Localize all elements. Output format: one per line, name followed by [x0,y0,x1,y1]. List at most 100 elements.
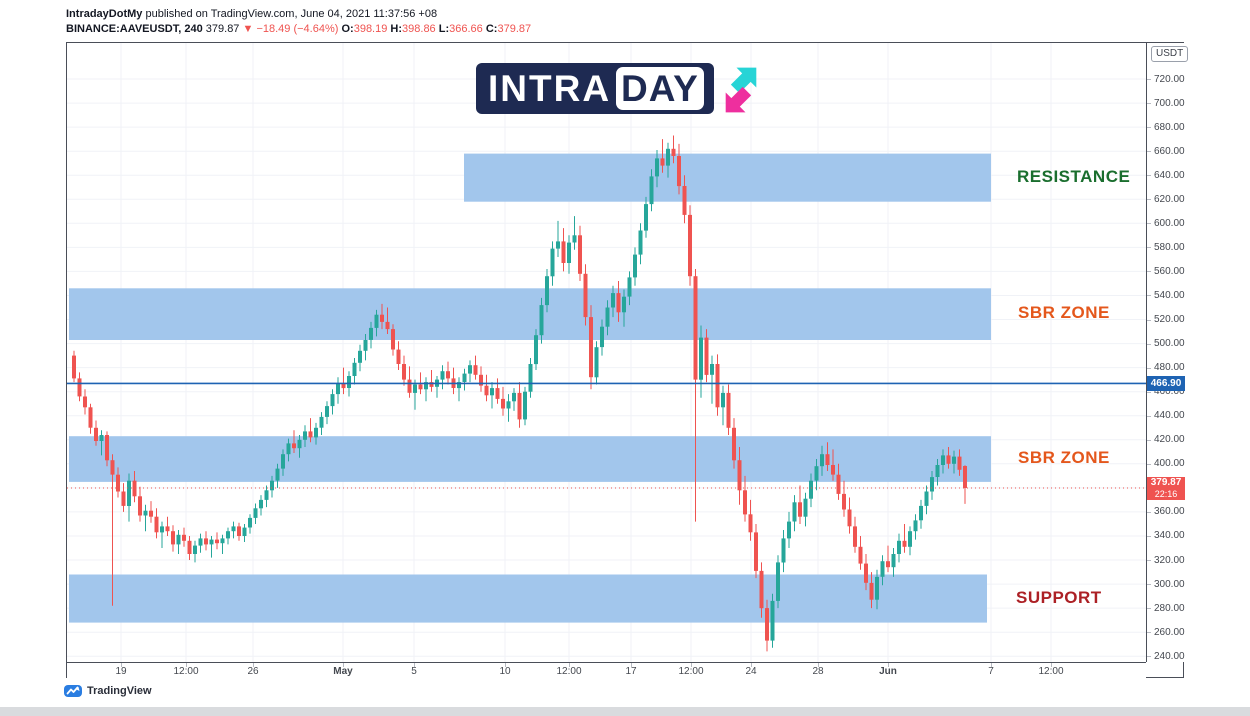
time-tick-mark [569,663,570,667]
candle-body [589,317,593,378]
candle-body [704,337,709,375]
candle-body [429,382,434,387]
price-tick-label: 560.00 [1154,265,1185,277]
price-tick-label: 660.00 [1154,145,1185,157]
price-tick-mark [1147,560,1151,561]
price-tick-mark [1147,584,1151,585]
intraday-logo: INTRA DAY [476,57,767,119]
candle-body [396,349,401,364]
candle-body [341,383,346,389]
current-price-value: 379.87 [1150,477,1182,488]
candle-body [611,293,615,308]
publisher-name: IntradayDotMy [66,8,143,20]
candle-body [776,562,780,601]
candle-body [479,374,483,386]
candle-body [616,293,621,313]
candle-body [391,329,395,350]
candle-body [413,384,417,393]
zone-label-resistance: RESISTANCE [1017,166,1131,186]
candle-body [209,539,214,545]
price-tick-label: 400.00 [1154,458,1185,470]
price-tick-mark [1147,223,1151,224]
candle-body [655,158,659,177]
candle-body [952,456,956,464]
price-tick-mark [1147,464,1151,465]
time-tick-label: 24 [745,666,757,677]
price-tick-mark [1147,175,1151,176]
candle-body [869,582,874,600]
candle-body [710,364,714,375]
candle-body [198,538,203,546]
candle-body [699,337,703,380]
candle-body [594,347,599,378]
time-tick-mark [414,663,415,667]
candle-body [506,401,511,409]
price-tick-label: 280.00 [1154,602,1185,614]
candle-body [259,499,263,509]
time-tick-mark [818,663,819,667]
candle-body [275,468,280,481]
tradingview-attribution[interactable]: TradingView [64,684,152,698]
screenshot-bottom-band [0,707,1250,716]
candle-body [825,454,830,465]
candle-body [330,394,335,407]
time-tick-label: 17 [625,666,637,677]
time-tick-mark [751,663,752,667]
price-tick-mark [1147,392,1151,393]
candle-body [715,364,720,408]
candle-body [165,526,170,532]
high-label: H: [390,23,403,35]
candle-body [116,474,120,492]
time-tick-label: 12:00 [173,666,199,677]
candle-body [748,514,753,533]
candle-body [215,539,219,544]
candle-body [913,520,918,532]
candle-body [858,546,863,564]
candle-body [924,491,929,506]
candle-body [605,307,610,327]
candlestick-chart[interactable] [67,43,1146,662]
candle-body [220,538,225,544]
candle-body [534,335,538,365]
price-tick-mark [1147,103,1151,104]
candle-body [292,443,296,449]
candle-body [127,480,131,506]
candle-body [352,362,357,376]
currency-badge: USDT [1151,46,1189,62]
candle-body [286,443,291,455]
candle-body [583,273,588,318]
price-axis[interactable]: USDT 240.00 260.00 280.00 300.00 320.00 340.0… [1146,43,1189,662]
candle-body [347,376,351,388]
candle-body [149,510,153,517]
zone-rect-sbr-lower [69,436,991,482]
candle-body [523,391,527,420]
zone-rect-support [69,574,987,623]
candle-body [231,526,236,532]
candle-body [270,480,274,491]
price-tick-label: 300.00 [1154,578,1185,590]
time-tick-label: 19 [115,666,127,677]
zone-rect-sbr-upper [69,288,991,340]
time-tick-label: 12:00 [678,666,704,677]
candle-body [336,383,340,395]
candle-body [143,510,148,516]
candle-body [627,277,632,297]
candle-body [787,521,791,539]
candle-body [946,455,951,464]
candle-body [517,392,522,420]
candle-body [385,321,390,330]
candle-body [237,526,241,536]
candle-body [688,214,692,277]
zone-rect-resistance [464,153,991,202]
price-tick-mark [1147,512,1151,513]
candle-body [561,241,566,263]
candle-body [737,460,742,491]
candle-body [303,431,307,440]
tradingview-logo-icon [64,685,82,697]
candle-body [374,314,379,328]
price-tick-label: 440.00 [1154,410,1185,422]
candle-body [171,531,175,545]
candle-body [545,276,549,306]
candle-body [770,600,775,641]
time-axis[interactable]: 19 12:00 26 May 5 10 12:00 17 12:00 24 28 Jun 7 12:00 [67,662,1146,678]
